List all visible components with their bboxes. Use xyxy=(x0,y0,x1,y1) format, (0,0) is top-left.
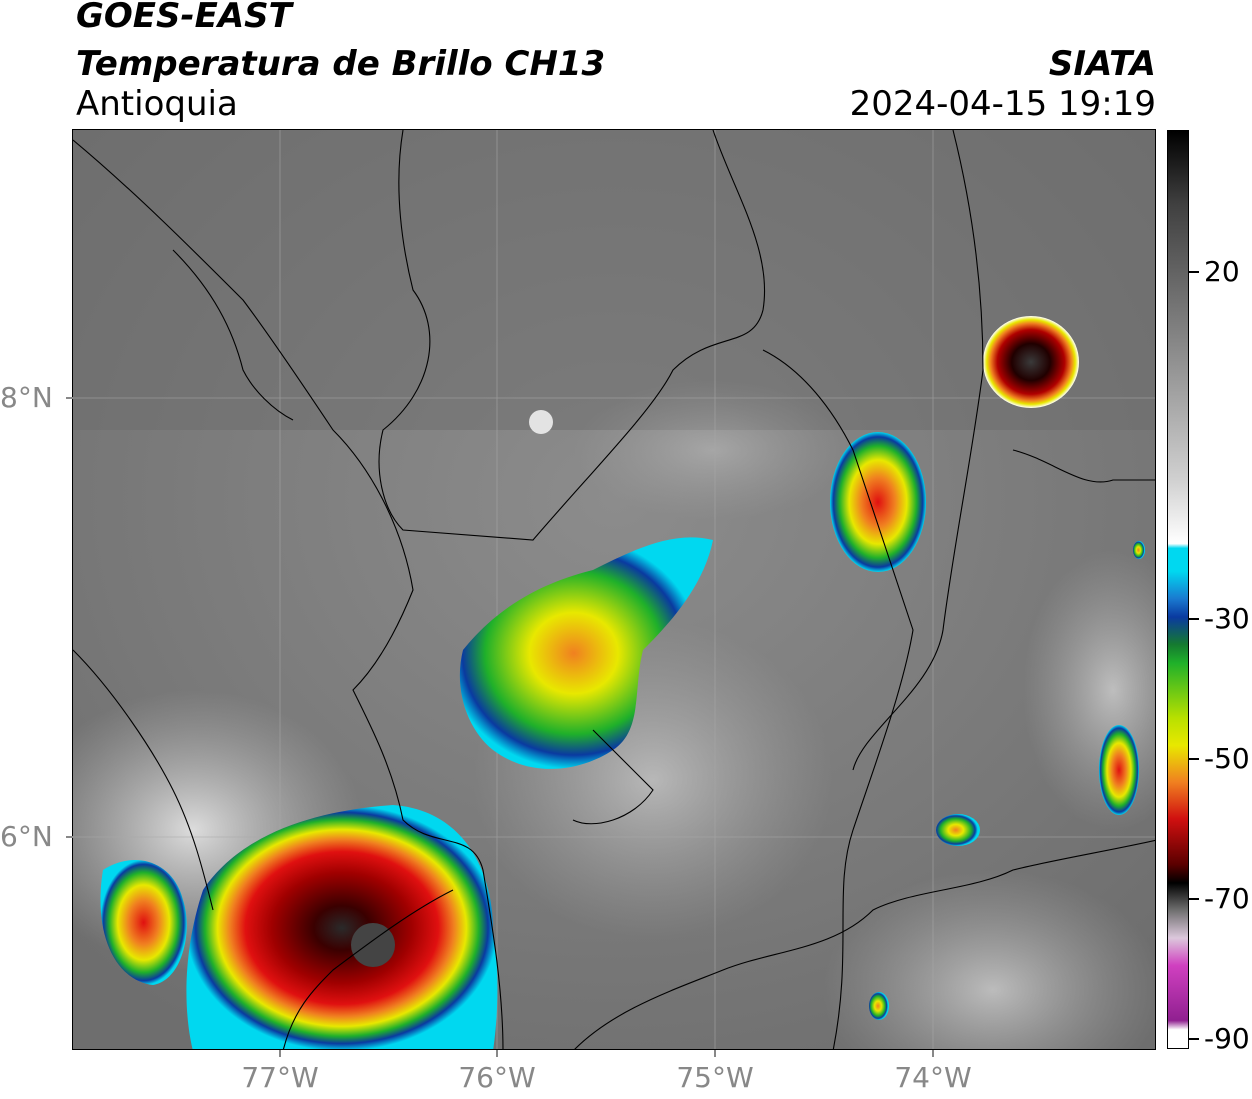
lon-label-77w: 77°W xyxy=(241,1061,319,1094)
lon-tick xyxy=(496,1050,498,1057)
product-title: Temperatura de Brillo CH13 xyxy=(76,44,606,84)
region-subtitle: Antioquia xyxy=(76,84,238,124)
lat-tick xyxy=(66,836,73,838)
lon-label-74w: 74°W xyxy=(894,1061,972,1094)
colorbar-tick xyxy=(1189,618,1199,620)
colorbar-label: -70 xyxy=(1204,882,1250,915)
map-canvas xyxy=(73,130,1155,1049)
colorbar-label: -30 xyxy=(1204,602,1250,635)
lon-tick xyxy=(932,1050,934,1057)
satellite-map[interactable] xyxy=(72,129,1156,1050)
lon-label-76w: 76°W xyxy=(458,1061,536,1094)
colorbar-label: 20 xyxy=(1204,255,1240,288)
colorbar-label: -50 xyxy=(1204,742,1250,775)
lon-tick xyxy=(714,1050,716,1057)
colorbar-tick xyxy=(1189,271,1199,273)
lon-tick xyxy=(279,1050,281,1057)
colorbar-tick xyxy=(1189,898,1199,900)
lat-label-8n: 8°N xyxy=(0,381,53,414)
timestamp-label: 2024-04-15 19:19 xyxy=(849,84,1156,124)
lon-label-75w: 75°W xyxy=(676,1061,754,1094)
colorbar-tick xyxy=(1189,1038,1199,1040)
lat-tick xyxy=(66,397,73,399)
lat-label-6n: 6°N xyxy=(0,820,53,853)
satellite-title: GOES-EAST xyxy=(76,0,292,36)
colorbar-label: -90 xyxy=(1204,1022,1250,1055)
colorbar-tick xyxy=(1189,758,1199,760)
colorbar xyxy=(1167,130,1189,1049)
agency-label: SIATA xyxy=(1048,44,1156,84)
